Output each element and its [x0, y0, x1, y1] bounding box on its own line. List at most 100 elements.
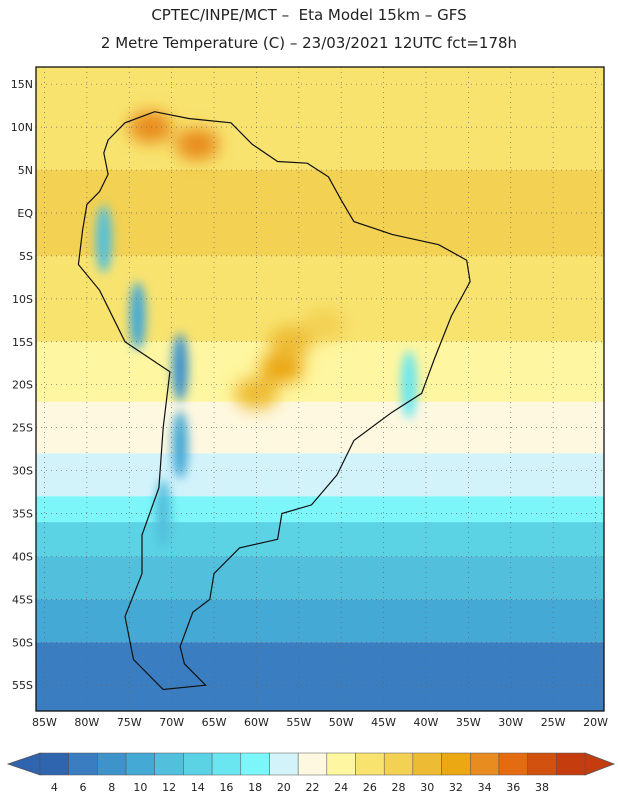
cool-spot: [172, 410, 189, 479]
longitude-tick-label: 75W: [117, 716, 142, 729]
hot-spot: [234, 377, 279, 410]
colorbar-label: 32: [449, 781, 463, 794]
hot-spot: [259, 351, 304, 384]
colorbar-label: 26: [363, 781, 377, 794]
colorbar-label: 30: [420, 781, 434, 794]
cool-spot: [155, 479, 172, 548]
temperature-bands: [36, 67, 604, 711]
latitude-tick-label: 40S: [12, 550, 33, 563]
latitude-tick-label: 5N: [18, 164, 33, 177]
coastline: [77, 111, 471, 691]
latitude-tick-label: EQ: [17, 207, 33, 220]
map-frame: [35, 66, 605, 712]
latitude-tick-label: 30S: [12, 465, 33, 478]
colorbar-swatch: [183, 752, 213, 776]
colorbar-swatch: [39, 752, 69, 776]
longitude-tick-label: 35W: [456, 716, 481, 729]
colorbar-swatch: [297, 752, 328, 776]
colorbar-swatch: [326, 752, 356, 776]
latitude-tick-label: 15N: [11, 78, 33, 91]
colorbar-swatch: [154, 752, 184, 776]
colorbar-label: 8: [108, 781, 115, 794]
hot-spot: [268, 325, 313, 358]
colorbar-swatch: [211, 752, 242, 776]
colorbar-label: 10: [133, 781, 147, 794]
colorbar-label: 14: [191, 781, 205, 794]
colorbar-label: 28: [392, 781, 406, 794]
temperature-band: [36, 642, 604, 711]
colorbar-swatch: [412, 752, 442, 776]
colorbar-label: 4: [51, 781, 58, 794]
temperature-band: [36, 341, 604, 402]
hot-spot: [128, 111, 173, 144]
latitude-tick-label: 10N: [11, 121, 33, 134]
temperature-band: [36, 67, 604, 171]
colorbar-swatch: [355, 752, 385, 776]
colorbar-swatch: [125, 752, 155, 776]
map-title-line-2: 2 Metre Temperature (C) – 23/03/2021 12U…: [100, 34, 518, 52]
colorbar-label: 24: [334, 781, 348, 794]
colorbar-swatch: [498, 752, 528, 776]
latitude-tick-label: 15S: [12, 336, 33, 349]
temperature-band: [36, 496, 604, 523]
map-plot-area: [36, 67, 604, 711]
colorbar-label: 38: [535, 781, 549, 794]
colorbar-label: 18: [248, 781, 262, 794]
latitude-tick-label: 35S: [12, 508, 33, 521]
colorbar-swatch: [441, 752, 471, 776]
colorbar-swatch: [240, 752, 270, 776]
latitude-tick-label: 5S: [19, 250, 33, 263]
longitude-tick-label: 55W: [286, 716, 311, 729]
longitude-tick-label: 50W: [329, 716, 354, 729]
colorbar-max-arrow: [584, 752, 616, 776]
colorbar-label: 16: [219, 781, 233, 794]
longitude-tick-label: 20W: [583, 716, 608, 729]
colorbar-label: 36: [506, 781, 520, 794]
colorbar-swatch: [68, 752, 98, 776]
temperature-band: [36, 453, 604, 497]
longitude-tick-label: 80W: [74, 716, 99, 729]
colorbar-swatch: [470, 752, 500, 776]
cool-spot: [172, 333, 189, 402]
longitude-tick-labels: 85W 80W 75W 70W 65W 60W 55W 50W 45W 40W 35W 30W 25W 2…: [32, 716, 608, 729]
latitude-tick-label: 55S: [12, 679, 33, 692]
hot-spot: [302, 308, 347, 341]
colorbar-swatch: [527, 752, 557, 776]
latitude-tick-label: 25S: [12, 422, 33, 435]
colorbar-label: 20: [277, 781, 291, 794]
hot-spot: [175, 128, 220, 161]
temperature-band: [36, 522, 604, 557]
longitude-tick-label: 25W: [541, 716, 566, 729]
colorbar: 4 6 8 10 12 14 16 18 20 22 24 26 28 30 32 34 36 38: [6, 752, 616, 794]
latitude-tick-label: 45S: [12, 593, 33, 606]
colorbar-label: 34: [478, 781, 492, 794]
latitude-tick-label: 10S: [12, 293, 33, 306]
longitude-tick-label: 85W: [32, 716, 57, 729]
longitude-tick-label: 45W: [371, 716, 396, 729]
colorbar-label: 6: [80, 781, 87, 794]
cool-spot: [95, 204, 112, 273]
longitude-tick-label: 70W: [159, 716, 184, 729]
map-title-line-1: CPTEC/INPE/MCT – Eta Model 15km – GFS: [151, 6, 467, 24]
hot-anomalies: [128, 111, 347, 410]
colorbar-swatch: [97, 752, 127, 776]
cool-spot: [129, 282, 146, 351]
longitude-tick-label: 30W: [498, 716, 523, 729]
longitude-tick-label: 40W: [414, 716, 439, 729]
colorbar-swatch: [383, 752, 414, 776]
temperature-band: [36, 401, 604, 454]
colorbar-swatch: [269, 752, 299, 776]
latitude-tick-label: 50S: [12, 636, 33, 649]
longitude-tick-label: 65W: [202, 716, 227, 729]
latitude-tick-label: 20S: [12, 379, 33, 392]
temperature-band: [36, 599, 604, 643]
temperature-band: [36, 170, 604, 256]
latitude-tick-labels: 15N 10N 5N EQ 5S 10S 15S 20S 25S 30S 35S 40S 45S 50S 5…: [11, 78, 34, 692]
colorbar-label: 22: [306, 781, 320, 794]
colorbar-swatch: [556, 752, 586, 776]
colorbar-min-arrow: [6, 752, 41, 776]
temperature-band: [36, 556, 604, 600]
longitude-tick-label: 60W: [244, 716, 269, 729]
cool-spot: [401, 350, 418, 419]
